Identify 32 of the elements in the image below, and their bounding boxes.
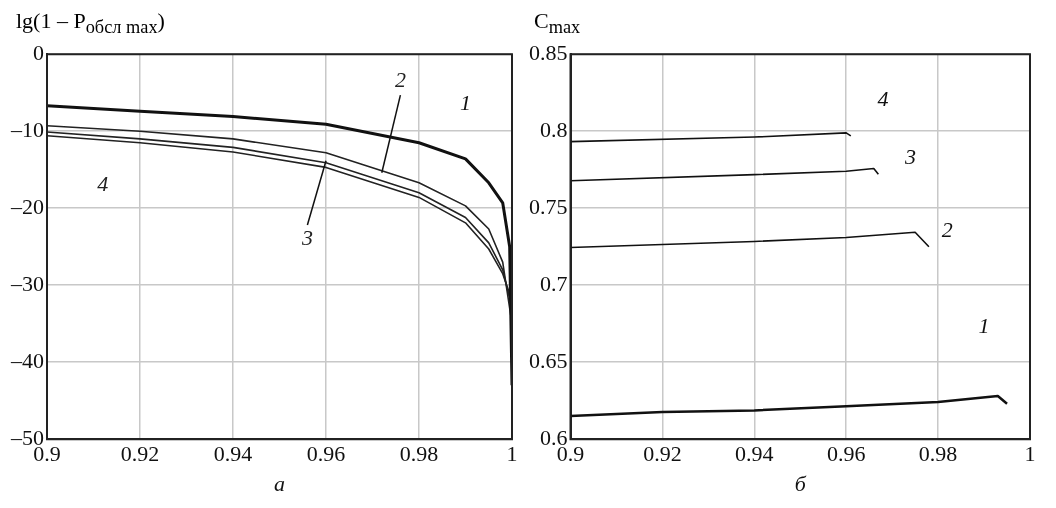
x-tick-label: 1 — [506, 441, 518, 467]
y-tick-label: 0 — [33, 39, 44, 65]
series-label: 4 — [97, 170, 109, 196]
y-tick-label: –10 — [10, 116, 44, 142]
text: 3 — [300, 224, 313, 250]
x-tick-label: 0.92 — [120, 441, 160, 467]
y-tick-label: 0.8 — [540, 116, 568, 142]
y-tick-label: 0.75 — [529, 193, 568, 219]
text: 1 — [978, 313, 990, 339]
y-axis-title: C$_{max}$ — [533, 8, 582, 38]
series-label: 1 — [460, 90, 471, 116]
y-axis-title: lg(1 – P$_{обсл max}$) — [15, 8, 166, 38]
x-axis-title: а — [274, 470, 285, 496]
y-tick-label: –40 — [10, 347, 44, 373]
x-tick-label: 0.94 — [213, 441, 253, 467]
text: 2 — [394, 66, 406, 92]
x-tick-label: 0.94 — [735, 441, 774, 467]
series-label: 3 — [904, 143, 917, 169]
x-tick-label: 0.96 — [826, 441, 866, 467]
x-axis-title: б — [794, 470, 807, 496]
x-tick-label: 0.92 — [643, 441, 682, 467]
y-tick-label: 0.65 — [529, 347, 568, 373]
y-tick-label: –20 — [10, 193, 44, 219]
series-label: 2 — [941, 217, 953, 243]
x-tick-label: 0.98 — [399, 441, 439, 467]
x-tick-label: 0.98 — [918, 441, 958, 467]
x-tick-label: 1 — [1024, 441, 1036, 467]
series-label: 4 — [877, 86, 889, 112]
y-tick-label: –30 — [10, 270, 44, 296]
y-tick-label: 0.7 — [540, 270, 568, 296]
x-tick-label: 0.96 — [306, 441, 346, 467]
y-tick-label: 0.85 — [529, 39, 568, 65]
